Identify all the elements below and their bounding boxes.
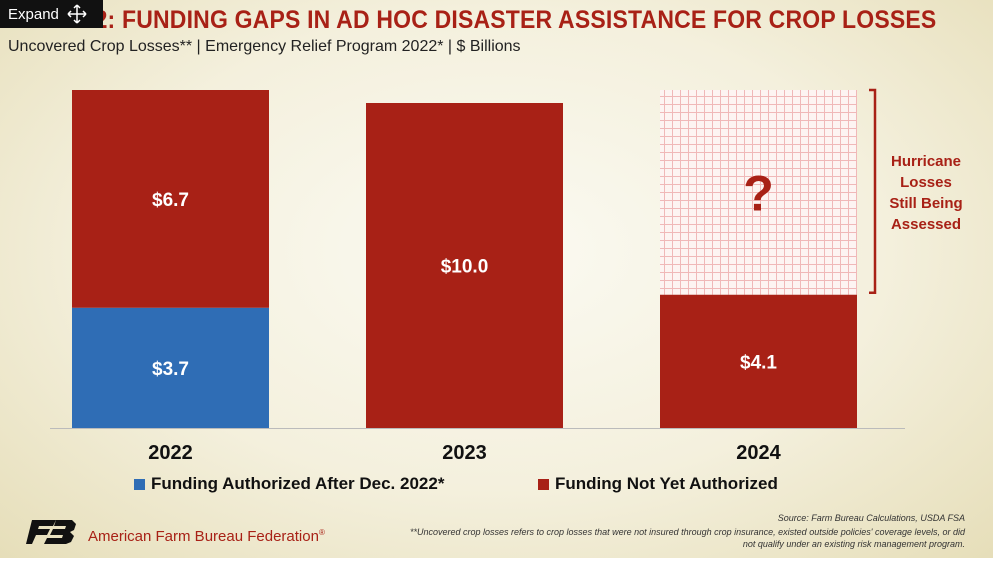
bar-2022-series-0 (72, 307, 269, 428)
bar-2024-series-1 (660, 294, 857, 428)
expand-button[interactable]: Expand (0, 0, 103, 28)
annotation-text-line: Losses (900, 174, 952, 191)
category-label-2022: 2022 (148, 442, 193, 464)
annotation-text-line: Assessed (891, 216, 961, 233)
legend-item-not-authorized: Funding Not Yet Authorized (538, 474, 778, 494)
legend-swatch-not-authorized (538, 478, 549, 490)
chart-legend: Funding Authorized After Dec. 2022* Fund… (0, 474, 993, 498)
expand-label: Expand (8, 5, 59, 23)
bar-label-2024-series-1: $4.1 (740, 352, 777, 373)
move-arrows-icon (67, 4, 87, 24)
bar-chart: $3.7 $6.7 2022 $10.0 2023? Hurricane Losses Sti… (50, 88, 963, 464)
legend-label-not-authorized: Funding Not Yet Authorized (555, 474, 778, 493)
chart-subtitle: Uncovered Crop Losses** | Emergency Reli… (8, 38, 521, 55)
source-note: Source: Farm Bureau Calculations, USDA F… (777, 513, 965, 523)
farm-bureau-logo-icon (26, 520, 76, 544)
annotation-bracket (869, 88, 877, 294)
bar-label-2023-series-1: $10.0 (441, 257, 489, 278)
legend-item-authorized: Funding Authorized After Dec. 2022* (134, 474, 444, 494)
bar-2023-series-1 (366, 103, 563, 428)
footnote: **Uncovered crop losses refers to crop l… (409, 527, 965, 549)
annotation-text-line: Still Being (889, 195, 962, 212)
bar-label-2022-series-0: $3.7 (152, 359, 189, 380)
legend-swatch-authorized (134, 478, 145, 490)
chart-title: FIGURE 2: FUNDING GAPS IN AD HOC DISASTE… (0, 6, 937, 34)
bar-label-2022-series-1: $6.7 (152, 190, 189, 211)
chart-panel: FIGURE 2: FUNDING GAPS IN AD HOC DISASTE… (0, 0, 993, 558)
category-label-2023: 2023 (442, 442, 487, 464)
unknown-question-mark: ? (743, 165, 774, 221)
category-label-2024: 2024 (736, 442, 781, 464)
org-name: American Farm Bureau Federation® (88, 528, 325, 545)
annotation-text-line: Hurricane (891, 153, 961, 170)
legend-label-authorized: Funding Authorized After Dec. 2022* (151, 474, 445, 493)
unknown-hatched-region (660, 90, 857, 295)
bar-2022-series-1 (72, 90, 269, 308)
